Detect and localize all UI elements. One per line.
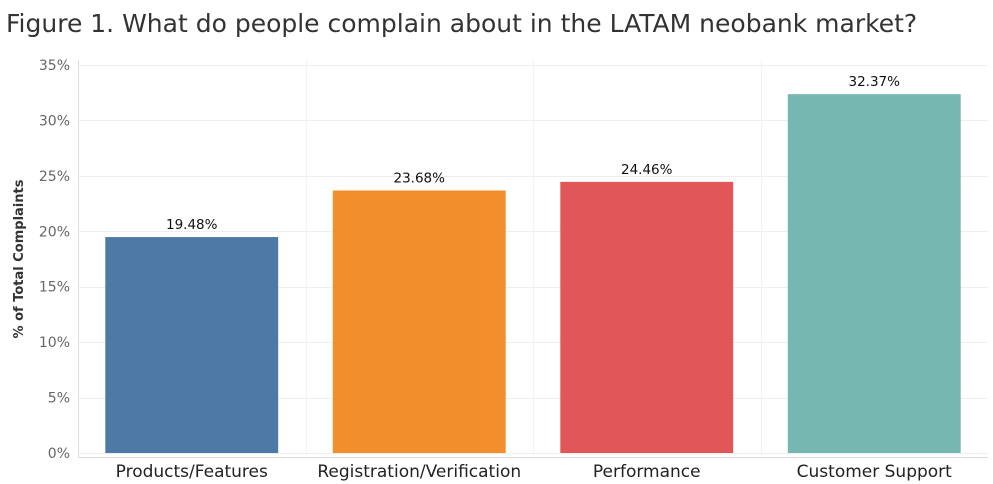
labels: 0% 5% 10% 15% 20% 25% 30% 35% 19.48% Products/Fea… [39, 58, 952, 482]
category-label: Products/Features [116, 462, 268, 482]
category-label: Registration/Verification [317, 462, 521, 482]
y-tick-label: 0% [48, 446, 70, 462]
bar [332, 190, 506, 453]
y-tick-label: 20% [39, 224, 70, 240]
data-label: 24.46% [621, 162, 673, 178]
bars [105, 94, 961, 453]
y-tick-label: 30% [39, 113, 70, 129]
chart-title: Figure 1. What do people complain about … [6, 9, 918, 38]
y-axis-title: % of Total Complaints [12, 179, 27, 338]
bar [560, 181, 734, 453]
bar [105, 237, 279, 453]
category-label: Performance [593, 462, 701, 482]
data-label: 32.37% [849, 74, 901, 90]
bar [787, 94, 961, 453]
y-tick-label: 15% [39, 280, 70, 296]
y-tick-label: 10% [39, 335, 70, 351]
y-tick-label: 35% [39, 58, 70, 74]
y-tick-label: 25% [39, 169, 70, 185]
axes [78, 60, 988, 458]
y-tick-label: 5% [48, 391, 70, 407]
category-label: Customer Support [797, 462, 953, 482]
data-label: 19.48% [166, 217, 218, 233]
data-label: 23.68% [394, 170, 446, 186]
